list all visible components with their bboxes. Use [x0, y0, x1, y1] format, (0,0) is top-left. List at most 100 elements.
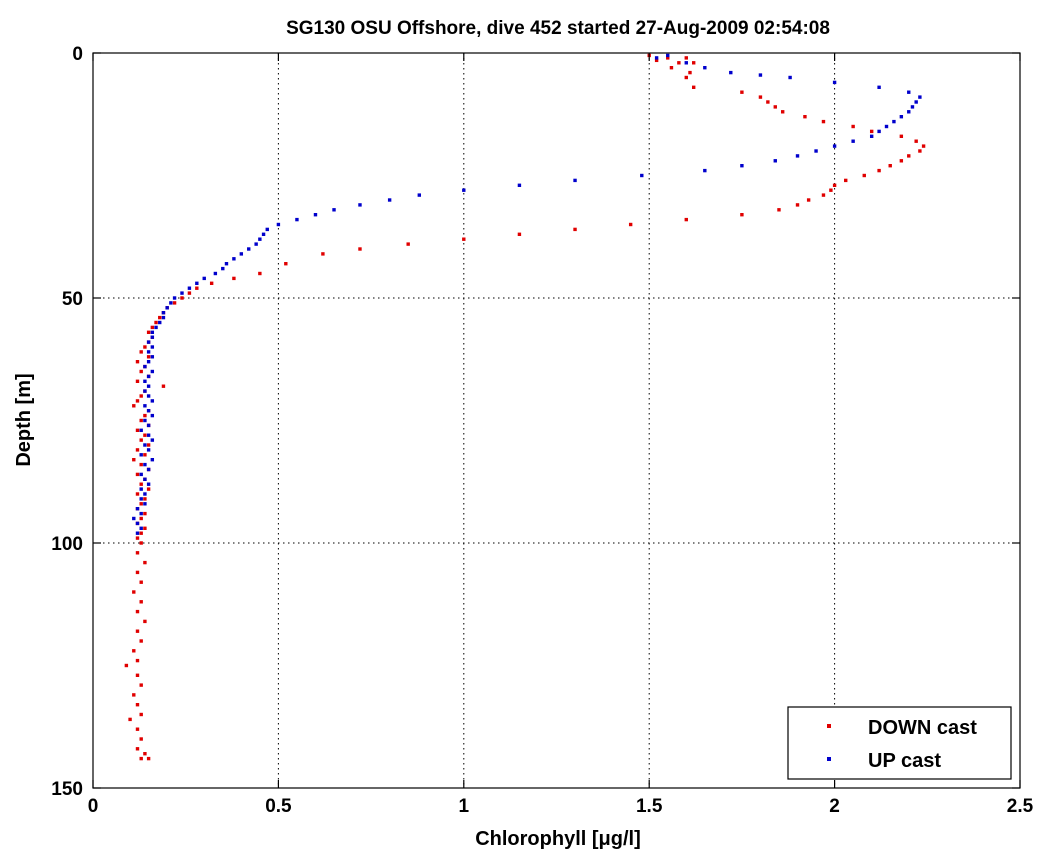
up-cast-point	[139, 472, 143, 477]
up-cast-point	[703, 168, 707, 173]
down-cast-point	[135, 629, 140, 633]
up-cast-point	[150, 355, 155, 359]
up-cast-point	[202, 276, 206, 281]
up-cast-point	[143, 364, 147, 369]
down-cast-point	[829, 188, 833, 192]
up-cast-point	[276, 222, 281, 227]
down-cast-point	[139, 639, 143, 643]
up-cast-point	[788, 75, 792, 80]
down-cast-point	[684, 217, 688, 222]
down-cast-point	[139, 683, 143, 687]
up-cast-point	[261, 232, 266, 236]
down-cast-point	[135, 747, 140, 751]
down-cast-point	[135, 472, 140, 477]
down-cast-point	[135, 360, 140, 364]
down-cast-point	[851, 124, 855, 129]
down-cast-point	[143, 345, 147, 349]
up-cast-point	[387, 198, 392, 202]
up-cast-point	[150, 413, 155, 418]
down-cast-point	[462, 237, 466, 241]
chart-title: SG130 OSU Offshore, dive 452 started 27-…	[286, 18, 830, 39]
y-tick-label: 150	[51, 779, 83, 800]
down-cast-point	[139, 482, 143, 486]
up-cast-point	[139, 497, 143, 501]
up-cast-point	[358, 203, 362, 207]
down-cast-point	[161, 384, 166, 388]
down-cast-point	[180, 296, 184, 300]
down-cast-point	[691, 61, 696, 65]
down-cast-point	[135, 551, 140, 555]
down-cast-point	[132, 458, 136, 462]
up-cast-point	[139, 453, 143, 457]
up-cast-point	[150, 399, 155, 403]
down-cast-point	[684, 56, 688, 60]
up-cast-point	[135, 531, 140, 535]
up-cast-point	[640, 173, 644, 178]
down-cast-point	[143, 619, 147, 624]
down-cast-point	[143, 511, 147, 516]
down-cast-point	[139, 531, 143, 535]
up-cast-point	[224, 262, 229, 266]
up-cast-point	[139, 428, 143, 432]
down-cast-point	[146, 443, 151, 447]
down-cast-point	[132, 590, 136, 594]
up-cast-point	[462, 188, 466, 192]
down-cast-point	[888, 164, 892, 168]
up-cast-point	[654, 56, 659, 60]
down-cast-point	[899, 134, 904, 138]
up-cast-point	[703, 66, 707, 70]
up-cast-point	[232, 257, 236, 261]
down-cast-point	[232, 276, 236, 281]
up-cast-point	[143, 389, 147, 393]
up-cast-point	[877, 85, 881, 89]
down-cast-point	[139, 369, 143, 374]
down-cast-point	[143, 413, 147, 418]
up-cast-point	[172, 296, 177, 300]
down-cast-point	[135, 609, 140, 614]
up-cast-point	[146, 350, 151, 354]
down-cast-point	[187, 291, 192, 295]
up-cast-point	[150, 330, 155, 334]
up-cast-point	[773, 159, 777, 163]
down-cast-point	[135, 703, 140, 707]
down-cast-point	[139, 756, 143, 761]
up-cast-point	[239, 252, 244, 256]
down-cast-point	[517, 232, 522, 236]
down-cast-point	[821, 119, 826, 124]
down-cast-point	[758, 95, 763, 99]
x-axis-label: Chlorophyll [μg/l]	[475, 828, 641, 850]
up-cast-point	[832, 80, 837, 85]
up-cast-point	[146, 360, 151, 364]
axis-ticks: 0 0.5 1 1.5 2 2.5 0 50 100 150	[51, 44, 1033, 817]
down-cast-point	[844, 178, 848, 183]
x-tick-label: 0	[88, 796, 99, 817]
up-cast-point	[150, 345, 155, 349]
up-cast-point	[135, 521, 140, 526]
down-cast-point	[914, 139, 918, 143]
down-cast-point	[135, 570, 140, 575]
down-cast-point	[321, 252, 325, 256]
up-cast-point	[146, 384, 151, 388]
down-cast-point	[688, 70, 692, 75]
down-cast-point	[918, 149, 922, 153]
up-cast-point	[146, 394, 151, 398]
down-cast-point	[195, 286, 199, 290]
up-cast-point	[332, 208, 336, 212]
down-cast-point	[150, 325, 155, 330]
up-cast-point	[910, 105, 915, 109]
up-cast-point	[146, 467, 151, 472]
down-cast-point	[669, 66, 674, 70]
up-cast-point	[143, 502, 147, 506]
down-cast-point	[146, 756, 151, 761]
x-tick-label: 1	[459, 796, 470, 817]
down-cast-point	[135, 727, 140, 731]
down-cast-point	[907, 154, 911, 158]
up-cast-point	[914, 100, 918, 104]
up-cast-point	[143, 443, 147, 447]
up-cast-point	[146, 482, 151, 486]
down-cast-point	[777, 208, 781, 212]
up-cast-point	[165, 306, 169, 310]
up-cast-point	[814, 149, 818, 153]
up-cast-point	[313, 213, 318, 217]
